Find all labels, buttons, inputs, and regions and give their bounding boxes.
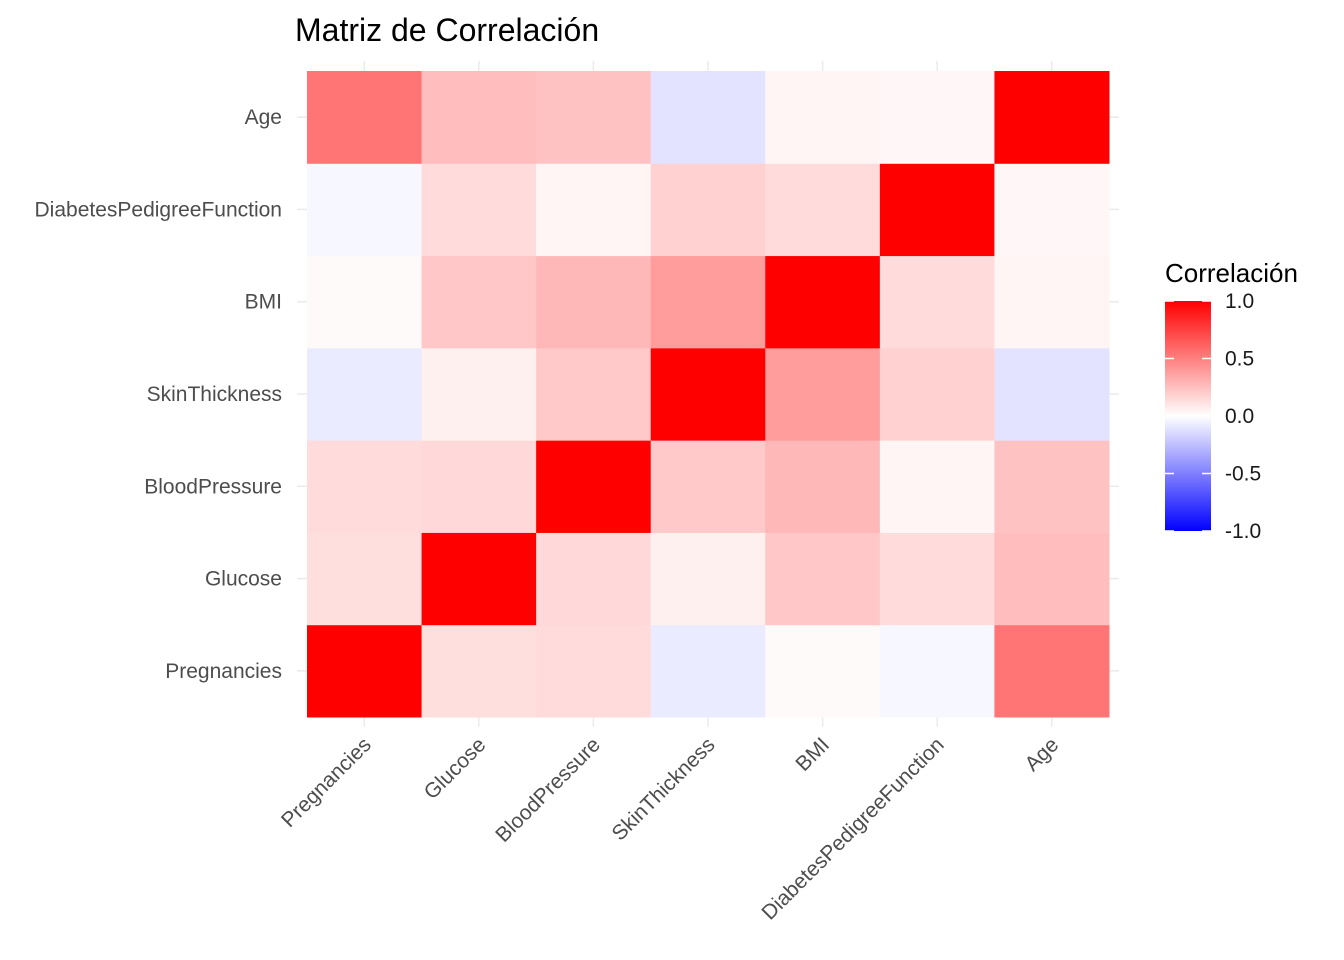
legend-tick-label: 1.0: [1225, 290, 1254, 313]
heatmap-cell-BloodPressure-Age: [994, 440, 1110, 533]
heatmap-cell-Pregnancies-Age: [994, 624, 1110, 718]
y-axis-tick-labels: Pregnancies Glucose BloodPressure SkinThick…: [35, 106, 283, 683]
heatmap-cell-BloodPressure-DiabetesPedigreeFunction: [879, 440, 995, 533]
y-tick-label: BloodPressure: [144, 475, 282, 498]
heatmap-cell-BloodPressure-BloodPressure: [536, 440, 652, 533]
heatmap-cell-Glucose-Age: [994, 532, 1110, 626]
heatmap-cell-SkinThickness-Pregnancies: [307, 347, 423, 441]
heatmap-cell-BloodPressure-Pregnancies: [307, 440, 423, 533]
heatmap-cell-Pregnancies-BloodPressure: [536, 624, 652, 718]
heatmap-cell-Glucose-BloodPressure: [536, 532, 652, 626]
legend-tick-label: 0.0: [1225, 405, 1254, 428]
heatmap-cell-SkinThickness-SkinThickness: [650, 347, 766, 441]
chart-title: Matriz de Correlación: [295, 12, 599, 48]
heatmap-cell-DiabetesPedigreeFunction-DiabetesPedigreeFunction: [879, 163, 995, 257]
heatmap-cell-BloodPressure-SkinThickness: [650, 440, 766, 533]
heatmap-cell-Pregnancies-Pregnancies: [307, 624, 423, 718]
legend-tick-label: -0.5: [1225, 463, 1261, 486]
legend-tick-label: -1.0: [1225, 520, 1261, 543]
heatmap-cell-Age-BMI: [765, 71, 881, 164]
x-tick-label: DiabetesPedigreeFunction: [757, 733, 948, 924]
heatmap-cell-Age-DiabetesPedigreeFunction: [879, 71, 995, 164]
heatmap-cell-BMI-BloodPressure: [536, 255, 652, 349]
heatmap-cell-SkinThickness-DiabetesPedigreeFunction: [879, 347, 995, 441]
heatmap-cell-Age-SkinThickness: [650, 71, 766, 164]
heatmap-cell-BMI-Pregnancies: [307, 255, 423, 349]
y-tick-label: DiabetesPedigreeFunction: [35, 198, 283, 221]
y-tick-label: SkinThickness: [147, 383, 282, 406]
legend-ticks: 1.0 0.5 0.0 -0.5 -1.0: [1165, 290, 1261, 543]
x-tick-label: BloodPressure: [491, 733, 605, 847]
heatmap-cell-BMI-Glucose: [421, 255, 537, 349]
heatmap-cell-BMI-Age: [994, 255, 1110, 349]
heatmap-cell-BloodPressure-Glucose: [421, 440, 537, 533]
heatmap-cell-Glucose-Glucose: [421, 532, 537, 626]
x-tick-label: SkinThickness: [608, 733, 720, 845]
heatmap-cell-Pregnancies-DiabetesPedigreeFunction: [879, 624, 995, 718]
heatmap-cell-DiabetesPedigreeFunction-BloodPressure: [536, 163, 652, 257]
heatmap-cell-Pregnancies-BMI: [765, 624, 881, 718]
heatmap-cell-Age-BloodPressure: [536, 71, 652, 164]
heatmap-cell-DiabetesPedigreeFunction-Pregnancies: [307, 163, 423, 257]
legend-title: Correlación: [1165, 258, 1298, 288]
heatmap-cell-Age-Glucose: [421, 71, 537, 164]
y-tick-label: Age: [245, 106, 282, 129]
heatmap-cell-SkinThickness-BMI: [765, 347, 881, 441]
x-axis-tick-labels: Pregnancies Glucose BloodPressure SkinThick…: [277, 733, 1063, 924]
heatmap-cell-Pregnancies-Glucose: [421, 624, 537, 718]
heatmap-cell-DiabetesPedigreeFunction-BMI: [765, 163, 881, 257]
heatmap-cell-DiabetesPedigreeFunction-Glucose: [421, 163, 537, 257]
y-tick-label: BMI: [245, 291, 282, 314]
heatmap-cell-SkinThickness-Glucose: [421, 347, 537, 441]
heatmap-cell-BMI-SkinThickness: [650, 255, 766, 349]
heatmap-cell-BMI-BMI: [765, 255, 881, 349]
x-tick-label: Pregnancies: [277, 733, 376, 832]
x-tick-label: BMI: [791, 733, 834, 776]
x-tick-label: Glucose: [420, 733, 491, 804]
heatmap-cell-Glucose-DiabetesPedigreeFunction: [879, 532, 995, 626]
heatmap-cell-Glucose-BMI: [765, 532, 881, 626]
heatmap-cell-BloodPressure-BMI: [765, 440, 881, 533]
heatmap-cell-SkinThickness-Age: [994, 347, 1110, 441]
y-tick-label: Pregnancies: [165, 660, 282, 683]
heatmap-cell-DiabetesPedigreeFunction-Age: [994, 163, 1110, 257]
x-tick-label: Age: [1021, 733, 1064, 776]
heatmap-cell-Glucose-Pregnancies: [307, 532, 423, 626]
heatmap-cell-SkinThickness-BloodPressure: [536, 347, 652, 441]
heatmap-cell-Age-Pregnancies: [307, 71, 423, 164]
heatmap-cell-Pregnancies-SkinThickness: [650, 624, 766, 718]
heatmap-cell-Glucose-SkinThickness: [650, 532, 766, 626]
y-tick-label: Glucose: [205, 568, 282, 591]
legend-tick-label: 0.5: [1225, 348, 1254, 371]
heatmap-cells: [307, 71, 1110, 718]
color-legend: Correlación 1.0 0.5 0.0 -0.5 -1.0: [1165, 258, 1298, 543]
heatmap-cell-DiabetesPedigreeFunction-SkinThickness: [650, 163, 766, 257]
heatmap-cell-BMI-DiabetesPedigreeFunction: [879, 255, 995, 349]
heatmap-cell-Age-Age: [994, 71, 1110, 164]
